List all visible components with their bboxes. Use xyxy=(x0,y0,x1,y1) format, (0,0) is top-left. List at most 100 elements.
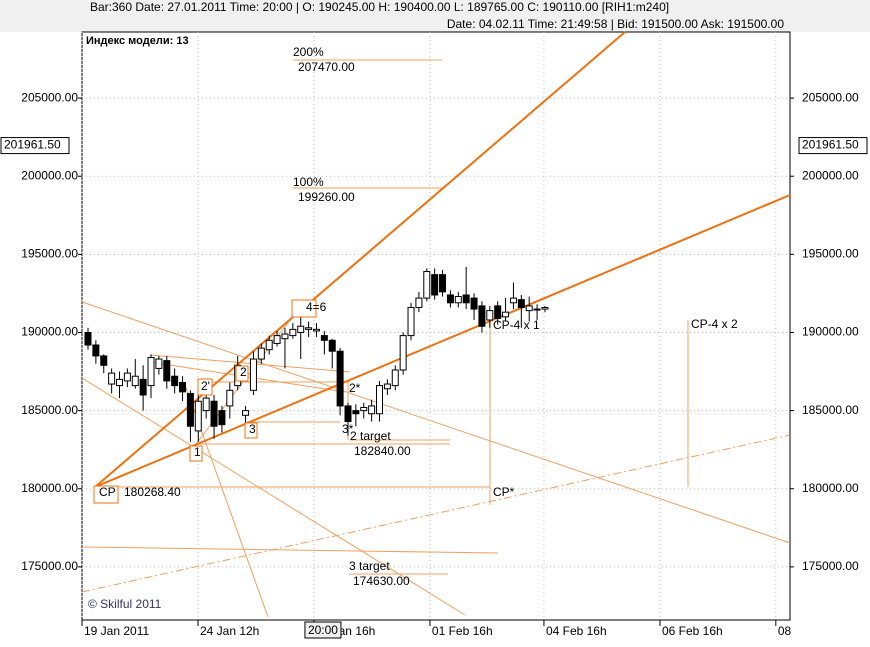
candle-body xyxy=(179,381,187,393)
y-tick-label: 200000.00 xyxy=(21,168,78,182)
candle-body xyxy=(391,369,399,387)
candle-body xyxy=(92,344,100,357)
x-tick-label: 01 Feb 16h xyxy=(432,624,493,638)
candle-body xyxy=(305,327,313,330)
candle-body xyxy=(312,328,320,332)
candle-body xyxy=(439,274,447,293)
candle-body xyxy=(360,406,368,412)
current-price-label: 201961.50 xyxy=(802,138,859,152)
annotation-box xyxy=(93,485,119,504)
annotation: 4=6 xyxy=(306,300,327,314)
annotation-box xyxy=(291,299,317,318)
candle-body xyxy=(454,296,462,304)
y-tick-label: 190000.00 xyxy=(21,325,78,339)
candle-body xyxy=(139,378,147,396)
header-line-2: Date: 04.02.11 Time: 21:49:58 | Bid: 191… xyxy=(447,17,784,31)
candle-body xyxy=(210,400,218,427)
y-tick-label: 195000.00 xyxy=(21,247,78,261)
annotation: 174630.00 xyxy=(353,574,410,588)
candle-body xyxy=(462,294,470,304)
annotation: CP-4 x 1 xyxy=(493,318,540,332)
candle-body xyxy=(494,305,502,319)
annotations: 200%207470.00 100%199260.00 4=6 2' 2 3 1 CP 1802… xyxy=(93,45,738,588)
annotation: 3 xyxy=(249,422,256,436)
annotation: 2' xyxy=(201,379,210,393)
model-index: Индекс модели: 13 xyxy=(86,35,189,47)
annotation: 199260.00 xyxy=(298,190,355,204)
candle-body xyxy=(446,294,454,304)
copyright: © Skilful 2011 xyxy=(88,597,162,611)
candle-body xyxy=(352,410,360,415)
y2-tick-label: 195000.00 xyxy=(802,247,859,261)
annotation: 3 target xyxy=(349,559,390,573)
annotation: 207470.00 xyxy=(298,60,355,74)
candle-body xyxy=(320,335,328,341)
y2-tick-label: 205000.00 xyxy=(802,90,859,104)
candle-body xyxy=(525,305,533,312)
y2-tick-label: 185000.00 xyxy=(802,403,859,417)
header-bar xyxy=(0,0,870,32)
x-tick-label: 08 xyxy=(778,624,792,638)
candle-body xyxy=(478,305,486,327)
annotation-box xyxy=(244,422,258,439)
y-tick-label: 205000.00 xyxy=(21,90,78,104)
annotation: 3* xyxy=(342,422,354,436)
candle-body xyxy=(517,299,525,308)
annotation: CP-4 x 2 xyxy=(691,317,738,331)
candle-body xyxy=(218,410,226,426)
candle-body xyxy=(533,308,541,311)
candle-body xyxy=(336,350,344,407)
candle-body xyxy=(265,339,273,351)
candle-body xyxy=(423,271,431,299)
candle-body xyxy=(541,306,549,310)
annotation-box xyxy=(189,445,203,462)
candle-body xyxy=(242,410,250,416)
cursor-label: 20:00 xyxy=(308,623,338,637)
y2-tick-label: 200000.00 xyxy=(802,168,859,182)
annotation: 180268.40 xyxy=(124,485,181,499)
y2-tick-label: 180000.00 xyxy=(802,481,859,495)
trend-lines xyxy=(81,31,791,618)
candle-body xyxy=(186,392,194,427)
candle-body xyxy=(289,328,297,337)
candle-body xyxy=(415,297,423,308)
candle-body xyxy=(163,360,171,382)
candle-body xyxy=(431,274,439,296)
candle-body xyxy=(84,331,92,346)
x-tick-label: 19 Jan 2011 xyxy=(84,624,149,638)
annotation: 200% xyxy=(293,45,324,59)
current-price-box xyxy=(798,137,868,155)
annotation: CP xyxy=(99,485,116,499)
candle-body xyxy=(399,335,407,371)
annotation: 2* xyxy=(349,381,361,395)
y2-tick-label: 190000.00 xyxy=(802,325,859,339)
candle-body xyxy=(273,335,281,344)
y-tick-label: 180000.00 xyxy=(21,481,78,495)
candle-body xyxy=(328,339,336,352)
annotation-box xyxy=(197,378,213,396)
candle-body xyxy=(407,306,415,337)
candle-body xyxy=(281,333,289,340)
candle-body xyxy=(108,372,116,385)
current-price-label: 201961.50 xyxy=(4,138,61,152)
x-tick-label: 24 Jan 12h xyxy=(200,624,259,638)
candle-body xyxy=(368,405,376,415)
candle-body xyxy=(383,383,391,390)
annotation: CP* xyxy=(493,485,515,499)
y2-tick-label: 175000.00 xyxy=(802,559,859,573)
annotation: 100% xyxy=(293,175,324,189)
candle-body xyxy=(100,355,108,366)
candle-body xyxy=(249,358,257,391)
x-tick-label: 04 Feb 16h xyxy=(546,624,607,638)
annotation-box xyxy=(235,365,249,382)
candle-body xyxy=(171,375,179,387)
y-tick-label: 175000.00 xyxy=(21,559,78,573)
header-line-1: Bar:360 Date: 27.01.2011 Time: 20:00 | O… xyxy=(90,0,669,14)
current-price-box xyxy=(0,137,70,155)
candle-body xyxy=(376,385,384,415)
plot-frame xyxy=(81,31,791,621)
candle-body xyxy=(470,297,478,310)
axes: 205000.00 205000.00 200000.00 200000.00 1950… xyxy=(0,90,868,639)
